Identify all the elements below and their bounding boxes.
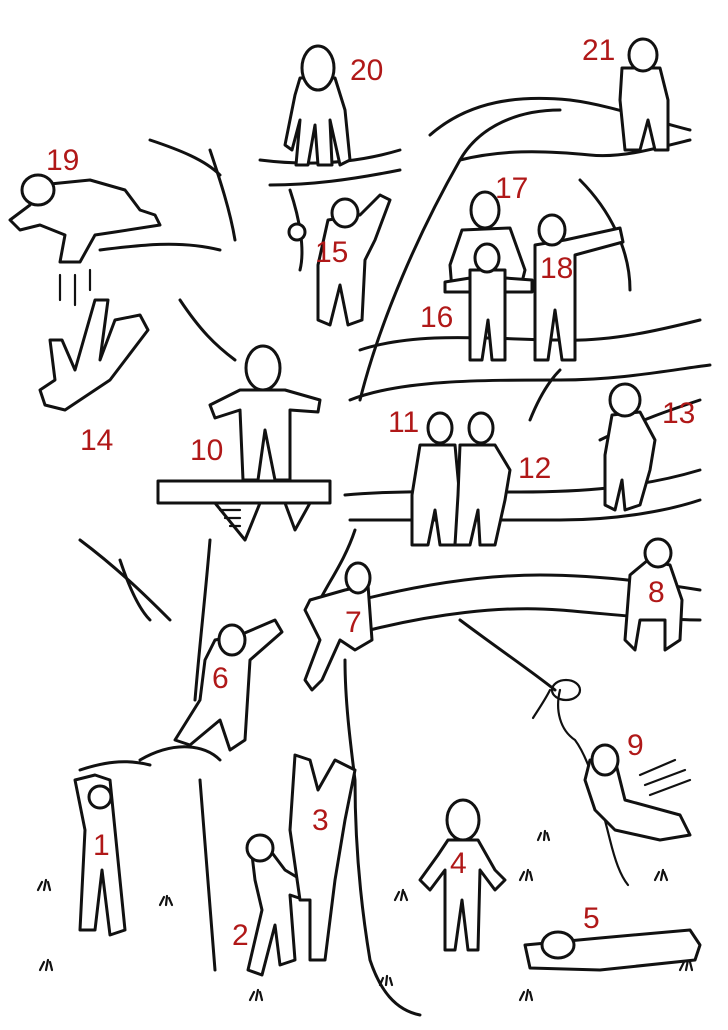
blob-person-20 [283, 44, 352, 167]
label-14: 14 [80, 424, 113, 457]
label-9: 9 [627, 729, 644, 762]
label-5: 5 [583, 902, 600, 935]
label-15: 15 [315, 236, 348, 269]
label-16: 16 [420, 301, 453, 334]
label-13: 13 [662, 397, 695, 430]
blob-person-9 [583, 743, 692, 842]
blob-person-5 [523, 928, 702, 972]
blob-person-18 [533, 213, 625, 362]
blob-person-3 [288, 753, 357, 962]
label-17: 17 [495, 172, 528, 205]
blob-person-16 [443, 242, 534, 362]
label-2: 2 [232, 919, 249, 952]
label-18: 18 [540, 252, 573, 285]
label-19: 19 [46, 144, 79, 177]
label-20: 20 [350, 54, 383, 87]
blob-person-4 [418, 798, 507, 952]
blob-person-15 [287, 193, 392, 327]
blob-person-12 [453, 411, 512, 547]
blob-person-14 [38, 268, 150, 412]
label-12: 12 [518, 452, 551, 485]
blob-person-6 [173, 618, 284, 752]
blob-person-1 [73, 773, 127, 937]
label-8: 8 [648, 576, 665, 609]
blob-person-7 [303, 561, 374, 692]
blob-person-8 [623, 537, 684, 652]
label-21: 21 [582, 34, 615, 67]
label-6: 6 [212, 662, 229, 695]
blob-person-11 [410, 411, 462, 547]
blob-person-2 [245, 833, 312, 977]
wooden-platform [156, 479, 332, 542]
blob-person-19 [8, 173, 162, 264]
label-3: 3 [312, 804, 329, 837]
label-4: 4 [450, 847, 467, 880]
blob-person-13 [603, 382, 657, 512]
tree-trunk [78, 528, 422, 1017]
label-10: 10 [190, 434, 223, 467]
label-11: 11 [388, 406, 419, 439]
blob-person-21 [618, 37, 670, 152]
number-labels: 1 2 3 4 5 6 7 8 9 10 11 12 13 14 15 16 1… [46, 34, 695, 952]
blob-person-10 [208, 344, 322, 482]
label-1: 1 [93, 829, 110, 862]
label-7: 7 [345, 606, 362, 639]
